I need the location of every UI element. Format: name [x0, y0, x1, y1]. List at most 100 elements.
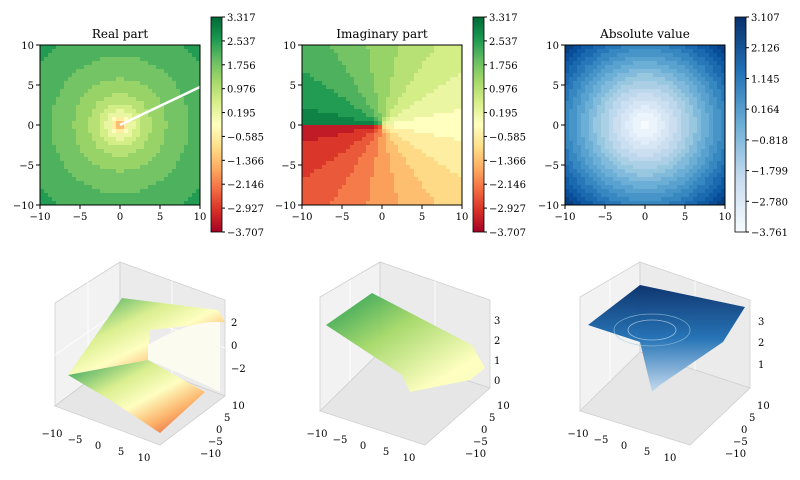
- heatmap-cell: [64, 125, 69, 130]
- heatmap-cell: [693, 153, 698, 158]
- heatmap-cell: [322, 109, 327, 114]
- heatmap-cell: [450, 121, 455, 126]
- heatmap-cell: [669, 165, 674, 170]
- heatmap-cell: [64, 157, 69, 162]
- heatmap-cell: [96, 101, 101, 106]
- heatmap-cell: [346, 85, 351, 90]
- heatmap-cell: [164, 61, 169, 66]
- heatmap-cell: [569, 77, 574, 82]
- heatmap-cell: [609, 161, 614, 166]
- heatmap-cell: [693, 109, 698, 114]
- heatmap-cell: [362, 169, 367, 174]
- heatmap-cell: [649, 117, 654, 122]
- heatmap-cell: [649, 97, 654, 102]
- heatmap-cell: [48, 165, 53, 170]
- heatmap-cell: [621, 141, 626, 146]
- heatmap-cell: [152, 189, 157, 194]
- heatmap-cell: [426, 117, 431, 122]
- heatmap-cell: [92, 89, 97, 94]
- heatmap-cell: [84, 161, 89, 166]
- heatmap-cell: [382, 97, 387, 102]
- heatmap-cell: [366, 169, 371, 174]
- heatmap-cell: [88, 125, 93, 130]
- heatmap-cell: [318, 85, 323, 90]
- colorbar-real: [210, 16, 223, 233]
- heatmap-cell: [378, 165, 383, 170]
- heatmap-cell: [334, 189, 339, 194]
- x-tick-label: 5: [682, 212, 688, 223]
- heatmap-cell: [398, 49, 403, 54]
- heatmap-cell: [569, 173, 574, 178]
- heatmap-cell: [669, 113, 674, 118]
- heatmap-cell: [358, 133, 363, 138]
- heatmap-cell: [334, 109, 339, 114]
- heatmap-cell: [124, 161, 129, 166]
- y-tick-label: 0: [481, 425, 487, 436]
- heatmap-cell: [665, 105, 670, 110]
- heatmap-cell: [136, 201, 141, 205]
- heatmap-cell: [72, 133, 77, 138]
- heatmap-cell: [172, 141, 177, 146]
- heatmap-cell: [613, 189, 618, 194]
- heatmap-cell: [148, 153, 153, 158]
- heatmap-cell: [112, 137, 117, 142]
- heatmap-cell: [641, 65, 646, 70]
- heatmap-cell: [569, 105, 574, 110]
- heatmap-cell: [589, 165, 594, 170]
- heatmap-cell: [362, 77, 367, 82]
- heatmap-cell: [597, 61, 602, 66]
- heatmap-cell: [140, 77, 145, 82]
- heatmap-cell: [124, 181, 129, 186]
- heatmap-cell: [164, 125, 169, 130]
- heatmap-cell: [44, 121, 49, 126]
- heatmap-cell: [196, 65, 200, 70]
- heatmap-cell: [196, 133, 200, 138]
- heatmap-cell: [593, 61, 598, 66]
- heatmap-cell: [641, 201, 646, 205]
- heatmap-cell: [366, 125, 371, 130]
- heatmap-cell: [677, 161, 682, 166]
- heatmap-cell: [192, 137, 197, 142]
- colorbar-tick-label: 0.976: [489, 85, 518, 96]
- colorbar-tick-label: 0.976: [227, 85, 256, 96]
- heatmap-cell: [80, 73, 85, 78]
- heatmap-cell: [310, 181, 315, 186]
- heatmap-cell: [100, 161, 105, 166]
- heatmap-cell: [446, 77, 451, 82]
- heatmap-cell: [573, 153, 578, 158]
- heatmap-cell: [434, 201, 439, 205]
- heatmap-cell: [414, 137, 419, 142]
- heatmap-cell: [338, 197, 343, 202]
- heatmap-cell: [64, 169, 69, 174]
- heatmap-cell: [569, 141, 574, 146]
- heatmap-cell: [350, 49, 355, 54]
- heatmap-cell: [334, 137, 339, 142]
- heatmap-cell: [673, 169, 678, 174]
- heatmap-cell: [152, 133, 157, 138]
- heatmap-cell: [418, 149, 423, 154]
- heatmap-cell: [180, 49, 185, 54]
- heatmap-cell: [446, 129, 451, 134]
- heatmap-cell: [398, 93, 403, 98]
- heatmap-cell: [306, 69, 311, 74]
- heatmap-cell: [398, 101, 403, 106]
- heatmap-cell: [593, 49, 598, 54]
- heatmap-cell: [306, 49, 311, 54]
- heatmap-cell: [585, 93, 590, 98]
- heatmap-cell: [128, 49, 133, 54]
- heatmap-cell: [96, 173, 101, 178]
- heatmap-cell: [362, 197, 367, 202]
- heatmap-cell: [625, 173, 630, 178]
- heatmap-cell: [446, 61, 451, 66]
- heatmap-cell: [124, 101, 129, 106]
- heatmap-cell: [76, 121, 81, 126]
- heatmap-cell: [168, 197, 173, 202]
- heatmap-cell: [338, 133, 343, 138]
- heatmap-cell: [338, 109, 343, 114]
- heatmap-cell: [597, 77, 602, 82]
- heatmap-cell: [693, 73, 698, 78]
- y-tick-label: 0: [28, 121, 34, 132]
- heatmap-cell: [693, 49, 698, 54]
- heatmap-cell: [52, 125, 57, 130]
- y-tick-label: 5: [28, 81, 34, 92]
